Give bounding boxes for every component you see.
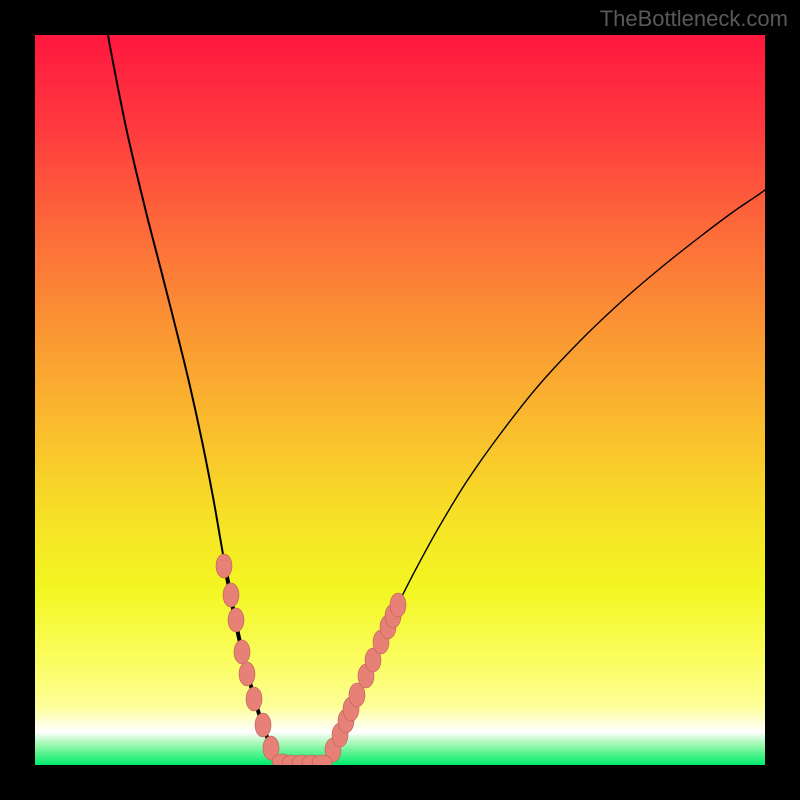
- markers-left: [216, 554, 279, 760]
- data-marker: [216, 554, 232, 578]
- data-marker: [390, 593, 406, 617]
- markers-bottom: [272, 754, 332, 765]
- curve-left-upper: [108, 35, 225, 566]
- chart-container: TheBottleneck.com: [0, 0, 800, 800]
- data-marker: [239, 662, 255, 686]
- curve-right-upper: [400, 190, 765, 600]
- data-marker: [223, 583, 239, 607]
- watermark-text: TheBottleneck.com: [600, 6, 788, 32]
- data-marker: [255, 713, 271, 737]
- markers-right: [325, 593, 406, 762]
- curve-layer: [35, 35, 765, 765]
- data-marker: [246, 687, 262, 711]
- data-marker: [234, 640, 250, 664]
- data-marker: [228, 608, 244, 632]
